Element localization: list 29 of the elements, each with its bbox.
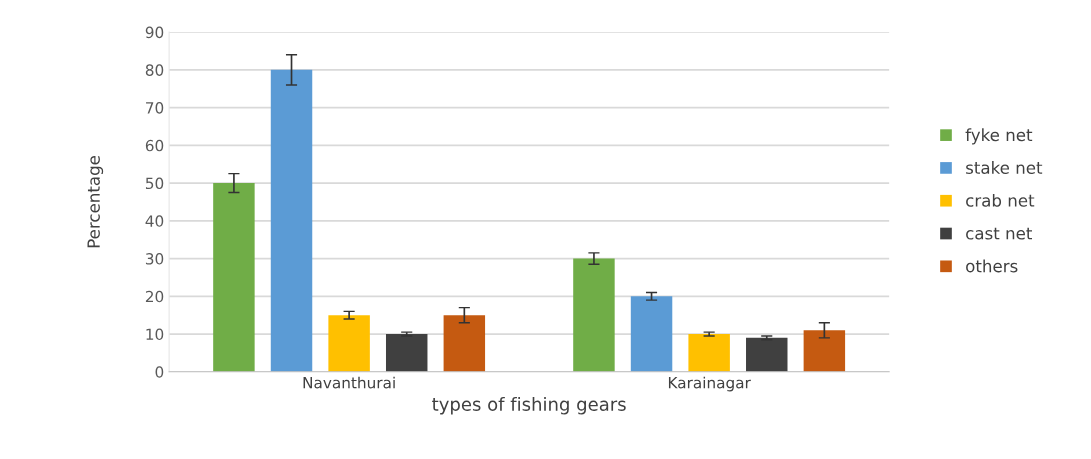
legend-label: cast net bbox=[966, 227, 1033, 240]
legend-label: stake net bbox=[966, 161, 1043, 174]
bar bbox=[328, 315, 370, 372]
y-tick-label: 30 bbox=[145, 253, 164, 265]
bar bbox=[385, 334, 428, 372]
bar bbox=[803, 330, 846, 372]
bar bbox=[573, 258, 615, 372]
y-tick-label: 10 bbox=[146, 328, 164, 341]
y-tick-label: 80 bbox=[145, 64, 164, 76]
bar bbox=[630, 296, 673, 372]
bar bbox=[688, 334, 730, 372]
y-tick-label: 50 bbox=[145, 177, 164, 190]
bar bbox=[443, 315, 486, 372]
y-tick-label: 20 bbox=[145, 290, 164, 303]
x-tick-label: Karainagar bbox=[668, 376, 751, 392]
y-axis-title: Percentage bbox=[87, 155, 104, 248]
y-tick-label: 90 bbox=[145, 26, 164, 39]
y-tick-label: 70 bbox=[146, 102, 164, 114]
x-tick-label: Navanthurai bbox=[303, 376, 395, 389]
bar bbox=[270, 69, 313, 372]
bar bbox=[746, 337, 788, 372]
legend-label: others bbox=[966, 259, 1018, 273]
legend-label: crab net bbox=[966, 193, 1035, 207]
bar bbox=[213, 183, 255, 372]
y-tick-label: 0 bbox=[155, 366, 164, 378]
x-axis-title: types of fishing gears bbox=[432, 396, 626, 415]
legend-label: fyke net bbox=[965, 128, 1033, 145]
y-tick-label: 40 bbox=[145, 215, 164, 227]
y-tick-label: 60 bbox=[145, 139, 164, 152]
